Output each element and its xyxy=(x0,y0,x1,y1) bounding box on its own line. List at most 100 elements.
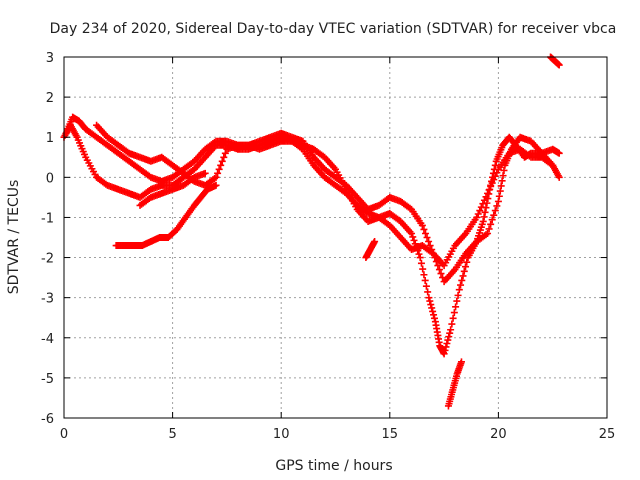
data-point xyxy=(420,225,428,233)
data-point xyxy=(427,301,435,309)
data-point xyxy=(214,169,222,177)
data-point xyxy=(499,172,507,180)
series-trace-c xyxy=(93,121,557,270)
series-trace-g xyxy=(444,358,465,410)
data-point xyxy=(420,271,428,279)
data-point xyxy=(490,211,498,219)
data-point xyxy=(479,217,487,225)
data-point xyxy=(217,161,225,169)
axis-ticks xyxy=(63,56,608,419)
data-point xyxy=(457,358,465,366)
y-tick-label: -2 xyxy=(41,252,54,267)
y-tick-label: 2 xyxy=(46,91,54,106)
y-tick-label: -4 xyxy=(41,332,54,347)
data-point xyxy=(424,288,432,296)
axis-tick-labels: 0 5 10 15 20 25 -6 -5 -4 -3 -2 -1 0 1 2 3 xyxy=(41,51,615,442)
data-point xyxy=(449,314,457,322)
data-point xyxy=(555,61,563,69)
grid-lines xyxy=(64,57,607,418)
data-point xyxy=(447,326,455,334)
data-point xyxy=(444,336,452,344)
data-point xyxy=(488,216,496,224)
x-tick-label: 25 xyxy=(599,427,616,442)
data-point xyxy=(443,340,451,348)
data-point xyxy=(454,291,462,299)
data-point xyxy=(549,161,557,169)
data-point xyxy=(452,303,460,311)
x-tick-label: 10 xyxy=(273,427,290,442)
series-trace-f xyxy=(362,238,379,262)
data-point xyxy=(435,266,443,274)
data-point xyxy=(494,197,502,205)
data-point xyxy=(497,182,505,190)
data-point xyxy=(491,161,499,169)
x-axis-label: GPS time / hours xyxy=(275,458,392,474)
data-point xyxy=(460,267,468,275)
data-point xyxy=(495,192,503,200)
data-point xyxy=(442,343,450,351)
data-point xyxy=(422,282,430,290)
data-point xyxy=(459,272,467,280)
data-point xyxy=(457,281,465,289)
data-point xyxy=(437,270,445,278)
data-point xyxy=(498,177,506,185)
data-point xyxy=(500,166,508,174)
data-point xyxy=(458,276,466,284)
data-point xyxy=(410,236,418,244)
data-point xyxy=(463,258,471,266)
data-point xyxy=(220,153,228,161)
data-markers xyxy=(60,53,563,410)
data-point xyxy=(221,149,229,157)
plot-frame xyxy=(63,56,608,419)
series-trace-h xyxy=(547,53,563,69)
data-point xyxy=(493,202,501,210)
data-point xyxy=(426,297,434,305)
data-point xyxy=(421,276,429,284)
y-tick-label: 0 xyxy=(46,171,54,186)
data-point xyxy=(212,173,220,181)
data-point xyxy=(496,187,504,195)
data-point xyxy=(484,229,492,237)
data-point xyxy=(429,307,437,315)
data-point xyxy=(428,304,436,312)
data-point xyxy=(430,311,438,319)
data-point xyxy=(446,329,454,337)
y-tick-label: -1 xyxy=(41,211,54,226)
data-point xyxy=(408,229,416,237)
chart-title: Day 234 of 2020, Sidereal Day-to-day VTE… xyxy=(50,21,617,37)
data-point xyxy=(555,173,563,181)
y-tick-label: 1 xyxy=(46,131,54,146)
data-point xyxy=(491,207,499,215)
data-point xyxy=(423,234,431,241)
data-point xyxy=(485,225,493,233)
data-point xyxy=(455,286,463,294)
data-point xyxy=(371,238,379,246)
series-trace-d xyxy=(112,181,220,250)
data-point xyxy=(480,213,488,221)
data-point xyxy=(445,333,453,341)
data-point xyxy=(441,346,449,354)
data-point xyxy=(425,238,433,246)
x-tick-label: 15 xyxy=(382,427,399,442)
data-point xyxy=(450,309,458,317)
data-point xyxy=(462,263,470,271)
y-tick-label: 3 xyxy=(46,51,54,66)
x-tick-label: 20 xyxy=(490,427,507,442)
data-point xyxy=(487,220,495,228)
data-point xyxy=(416,254,424,262)
series-trace-e xyxy=(136,169,209,209)
data-point xyxy=(212,181,220,189)
data-point xyxy=(421,229,429,237)
data-point xyxy=(448,320,456,328)
data-point xyxy=(453,297,461,305)
data-point xyxy=(418,221,426,229)
data-point xyxy=(201,169,209,177)
data-point xyxy=(555,149,563,157)
data-point xyxy=(215,165,223,173)
data-point xyxy=(430,314,438,322)
y-axis-label: SDTVAR / TECUs xyxy=(6,180,22,295)
x-tick-label: 5 xyxy=(168,427,176,442)
data-point xyxy=(409,233,417,241)
